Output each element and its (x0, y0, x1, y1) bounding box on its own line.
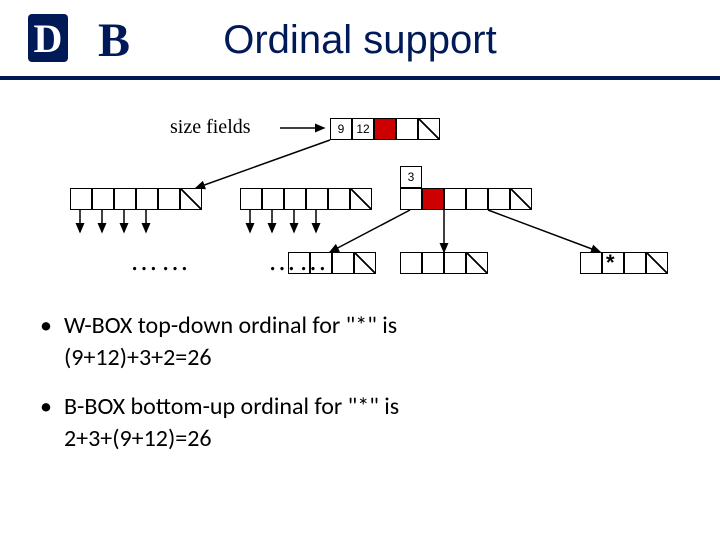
row2-mid-cell (350, 188, 372, 210)
row2-left-cell (158, 188, 180, 210)
row2-right-cell (488, 188, 510, 210)
row3-cell (624, 252, 646, 274)
row2-mid-cell (328, 188, 350, 210)
bullet-item: W-BOX top-down ordinal for "*" is (9+12)… (40, 310, 680, 375)
row3-cell (646, 252, 668, 274)
row2-mid-cell (262, 188, 284, 210)
star-marker: * (606, 250, 615, 276)
row1-cell (418, 118, 440, 140)
row2-left-cell (70, 188, 92, 210)
row3-cell (400, 252, 422, 274)
page-title: Ordinal support (0, 18, 720, 63)
row2-right-cell (422, 188, 444, 210)
tree-diagram: size fields 912 3 * … … … … (0, 100, 720, 300)
row2-right-cell (444, 188, 466, 210)
row2-left-cell (92, 188, 114, 210)
row1-cell (396, 118, 418, 140)
row1-cell (374, 118, 396, 140)
bullet-line1: W-BOX top-down ordinal for "*" is (64, 311, 397, 340)
row2-right-cell (510, 188, 532, 210)
row2-right-cell (400, 188, 422, 210)
row3-cell (354, 252, 376, 274)
size-3-cell: 3 (400, 166, 422, 188)
bullet-line1: B-BOX bottom-up ordinal for "*" is (64, 392, 399, 421)
row3-cell (444, 252, 466, 274)
row3-cell (580, 252, 602, 274)
row2-right-cell (466, 188, 488, 210)
row2-mid-cell (240, 188, 262, 210)
bullet-list: W-BOX top-down ordinal for "*" is (9+12)… (40, 310, 680, 472)
row1-cell: 9 (330, 118, 352, 140)
header: D B Ordinal support (0, 0, 720, 80)
bullet-line2: 2+3+(9+12)=26 (64, 424, 212, 453)
bullet-item: B-BOX bottom-up ordinal for "*" is 2+3+(… (40, 391, 680, 456)
row2-left-cell (136, 188, 158, 210)
ellipsis: … … (130, 246, 187, 278)
row1-cell: 12 (352, 118, 374, 140)
row3-cell (466, 252, 488, 274)
row3-cell (332, 252, 354, 274)
row2-mid-cell (284, 188, 306, 210)
row2-left-cell (180, 188, 202, 210)
size-fields-label: size fields (170, 116, 251, 139)
row3-cell (422, 252, 444, 274)
row2-mid-cell (306, 188, 328, 210)
bullet-line2: (9+12)+3+2=26 (64, 343, 212, 372)
row2-left-cell (114, 188, 136, 210)
ellipsis: … … (268, 246, 325, 278)
